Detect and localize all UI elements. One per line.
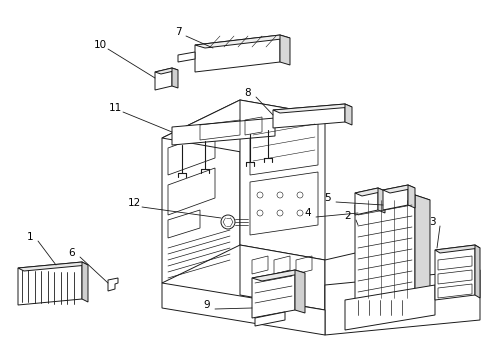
Polygon shape	[240, 245, 324, 310]
Text: 1: 1	[27, 232, 33, 242]
Polygon shape	[344, 104, 351, 125]
Polygon shape	[155, 68, 172, 90]
Polygon shape	[155, 68, 178, 74]
Polygon shape	[354, 188, 384, 196]
Text: 10: 10	[93, 40, 106, 50]
Text: 4: 4	[304, 208, 311, 218]
Text: 8: 8	[244, 88, 251, 98]
Polygon shape	[240, 100, 324, 260]
Polygon shape	[324, 245, 389, 310]
Polygon shape	[172, 68, 178, 88]
Polygon shape	[255, 312, 285, 326]
Polygon shape	[18, 262, 82, 305]
Polygon shape	[162, 283, 324, 335]
Text: 7: 7	[174, 27, 181, 37]
Polygon shape	[354, 195, 414, 310]
Circle shape	[221, 215, 235, 229]
Polygon shape	[252, 270, 304, 281]
Polygon shape	[354, 195, 429, 210]
Polygon shape	[294, 270, 304, 313]
Polygon shape	[252, 270, 294, 318]
Text: 11: 11	[108, 103, 121, 113]
Polygon shape	[382, 185, 407, 210]
Text: 9: 9	[203, 300, 210, 310]
Text: 5: 5	[324, 193, 331, 203]
Polygon shape	[434, 245, 479, 253]
Text: 6: 6	[69, 248, 75, 258]
Polygon shape	[195, 35, 279, 72]
Polygon shape	[324, 270, 479, 335]
Polygon shape	[414, 195, 429, 305]
Polygon shape	[162, 100, 240, 283]
Polygon shape	[407, 185, 414, 208]
Polygon shape	[382, 185, 414, 193]
Polygon shape	[377, 188, 384, 213]
Polygon shape	[279, 35, 289, 65]
Text: 2: 2	[344, 211, 350, 221]
Polygon shape	[272, 104, 344, 128]
Polygon shape	[354, 188, 377, 215]
Polygon shape	[18, 262, 88, 271]
Polygon shape	[195, 35, 289, 48]
Text: 12: 12	[127, 198, 140, 208]
Polygon shape	[162, 100, 324, 153]
Polygon shape	[172, 118, 274, 145]
Polygon shape	[82, 262, 88, 302]
Polygon shape	[434, 245, 474, 300]
Polygon shape	[474, 245, 479, 298]
Polygon shape	[272, 104, 351, 113]
Polygon shape	[344, 285, 434, 330]
Text: 3: 3	[428, 217, 435, 227]
Polygon shape	[178, 52, 195, 62]
